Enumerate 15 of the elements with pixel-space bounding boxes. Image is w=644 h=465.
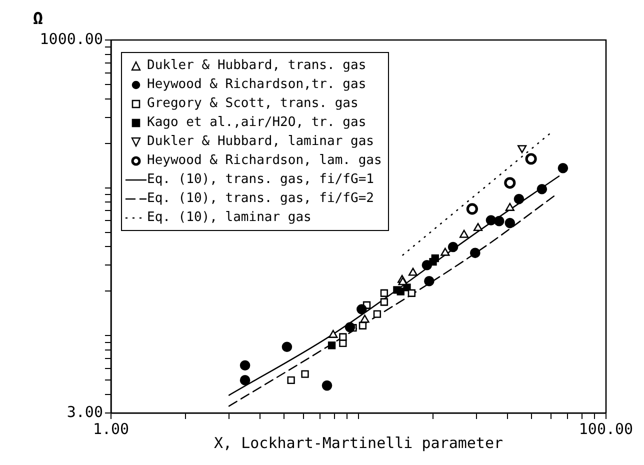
legend-label: Dukler & Hubbard, laminar gas bbox=[147, 133, 374, 151]
legend-label: Eq. (10), laminar gas bbox=[147, 209, 312, 227]
legend-label: Gregory & Scott, trans. gas bbox=[147, 95, 358, 113]
x-axis-title: X, Lockhart-Martinelli parameter bbox=[214, 434, 503, 452]
legend-label: Eq. (10), trans. gas, fi/fG=2 bbox=[147, 190, 374, 208]
y-tick-label: 1000.00 bbox=[40, 30, 103, 48]
legend-label: Kago et al.,air/H2O, tr. gas bbox=[147, 114, 366, 132]
legend-label: Heywood & Richardson,tr. gas bbox=[147, 76, 366, 94]
y-tick-label: 3.00 bbox=[66, 402, 103, 421]
legend-label: Heywood & Richardson, lam. gas bbox=[147, 152, 382, 170]
legend-label: Eq. (10), trans. gas, fi/fG=1 bbox=[147, 171, 374, 189]
y-axis-title: Ω bbox=[32, 8, 44, 29]
x-tick-label: 100.00 bbox=[578, 420, 634, 438]
x-tick-label: 1.00 bbox=[92, 420, 130, 438]
legend-label: Dukler & Hubbard, trans. gas bbox=[147, 57, 366, 75]
